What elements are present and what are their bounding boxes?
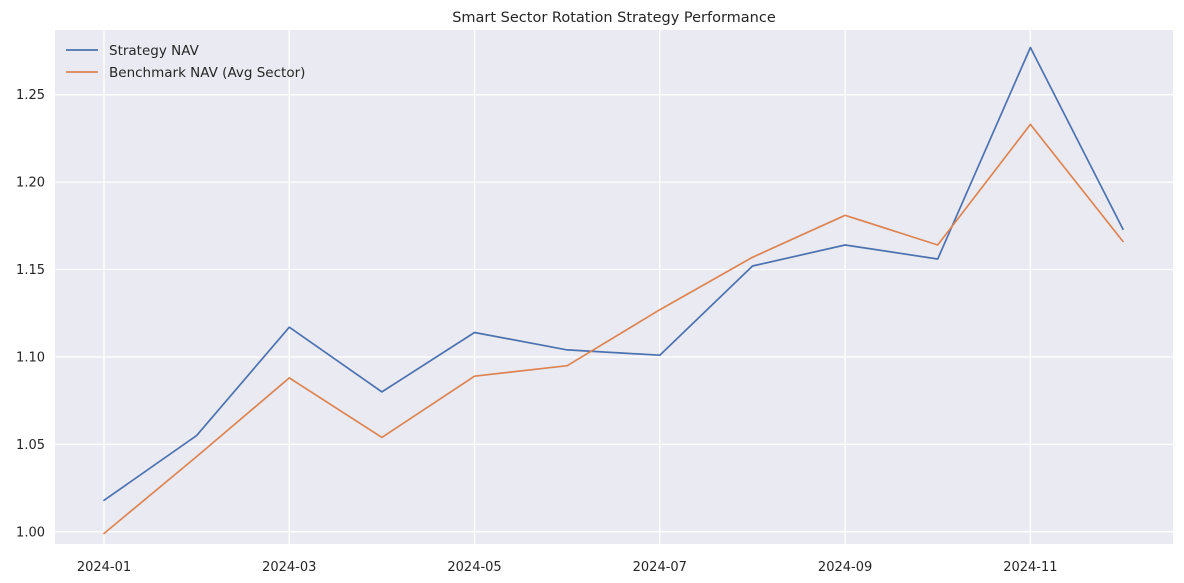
x-tick-label: 2024-01 [77,560,131,575]
x-tick-labels: 2024-01 2024-03 2024-05 2024-07 2024-09 2024-… [77,560,1058,575]
x-tick-label: 2024-09 [818,560,872,575]
plot-area [55,30,1173,544]
y-tick-label: 1.20 [16,176,45,191]
series-layer [103,46,1124,535]
x-tick-label: 2024-11 [1003,560,1057,575]
y-tick-label: 1.10 [16,350,45,365]
y-tick-label: 1.05 [16,438,45,453]
y-tick-labels: 1.00 1.05 1.10 1.15 1.20 1.25 [16,88,45,540]
y-tick-label: 1.00 [16,525,45,540]
x-tick-label: 2024-07 [633,560,687,575]
x-gridlines [103,30,1032,544]
series-line-1 [103,123,1124,535]
y-tick-label: 1.25 [16,88,45,103]
legend: Strategy NAV Benchmark NAV (Avg Sector) [66,43,305,81]
x-tick-label: 2024-05 [447,560,501,575]
y-gridlines [55,94,1173,533]
x-tick-label: 2024-03 [262,560,316,575]
chart-title: Smart Sector Rotation Strategy Performan… [452,10,776,26]
legend-label: Benchmark NAV (Avg Sector) [109,65,305,81]
legend-label: Strategy NAV [109,43,200,59]
y-tick-label: 1.15 [16,263,45,278]
